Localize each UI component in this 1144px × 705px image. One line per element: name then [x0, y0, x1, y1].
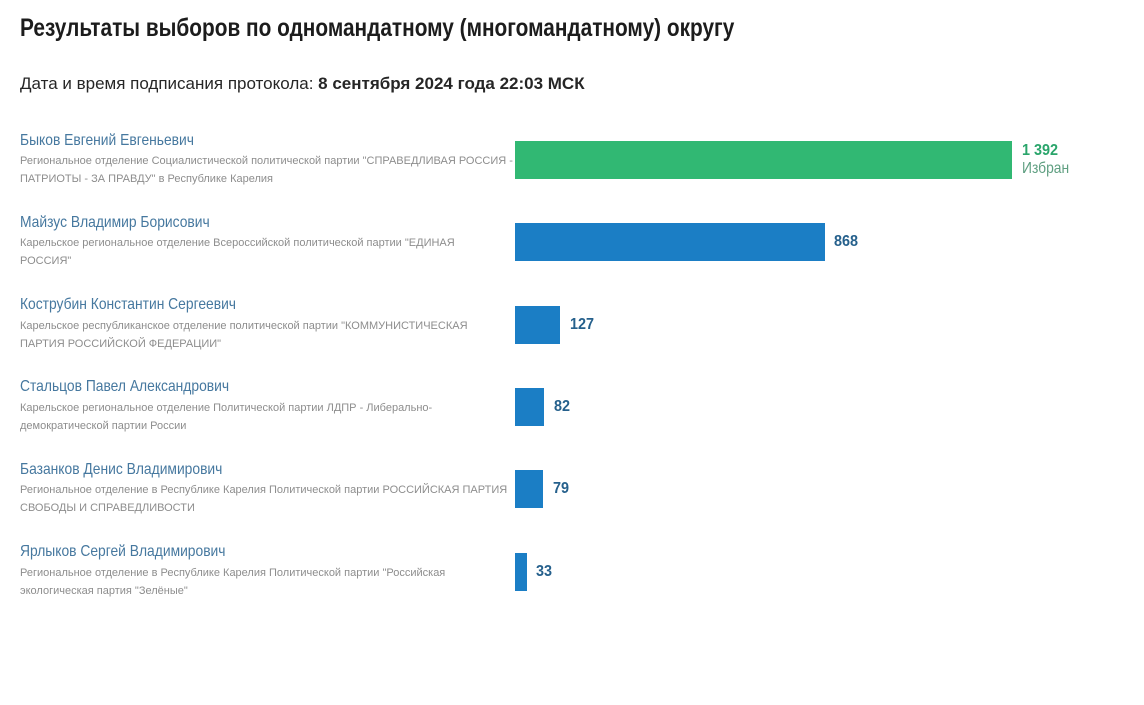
candidate-name-link[interactable]: Быков Евгений Евгеньевич	[20, 131, 194, 149]
candidate-name-link[interactable]: Кострубин Константин Сергеевич	[20, 296, 237, 314]
candidate-party: Карельское республиканское отделение пол…	[20, 319, 468, 350]
candidate-row: Майзус Владимир Борисович Карельское рег…	[0, 213, 1144, 298]
result-bar	[515, 141, 1012, 179]
result-bar-area: 79	[515, 470, 571, 509]
candidate-row: Кострубин Константин Сергеевич Карельско…	[0, 297, 1144, 380]
result-bar	[515, 552, 527, 591]
candidate-row: Базанков Денис Владимирович Региональное…	[0, 460, 1144, 545]
candidate-name-link[interactable]: Майзус Владимир Борисович	[20, 213, 210, 231]
votes-count: 127	[569, 315, 594, 333]
candidate-row: Стальцов Павел Александрович Карельское …	[0, 379, 1144, 462]
votes-count: 79	[552, 480, 569, 498]
result-bar-area: 1 392 Избран	[515, 141, 1076, 179]
result-bar-area: 868	[515, 223, 861, 262]
result-bar-area: 33	[515, 552, 554, 591]
votes-count: 1 392	[1021, 142, 1058, 159]
candidate-party: Региональное отделение в Республике Каре…	[20, 484, 508, 515]
result-bar-area: 127	[515, 305, 597, 344]
candidate-party: Карельское региональное отделение Полити…	[20, 401, 433, 432]
candidate-name-link[interactable]: Ярлыков Сергей Владимирович	[20, 543, 226, 561]
result-value-block: 868	[834, 233, 861, 251]
protocol-datetime-line: Дата и время подписания протокола: 8 сен…	[20, 75, 585, 92]
result-value-block: 127	[570, 316, 597, 334]
candidate-party: Региональное отделение в Республике Каре…	[20, 566, 446, 597]
result-value-block: 79	[553, 480, 571, 498]
candidate-party: Региональное отделение Социалистической …	[20, 155, 513, 185]
candidate-row: Быков Евгений Евгеньевич Региональное от…	[0, 131, 1144, 216]
candidate-party: Карельское региональное отделение Всерос…	[20, 237, 455, 268]
candidate-row: Ярлыков Сергей Владимирович Региональное…	[0, 544, 1144, 627]
votes-count: 82	[553, 397, 570, 415]
result-value-block: 33	[536, 563, 554, 581]
page-title: Результаты выборов по одномандатному (мн…	[20, 13, 735, 42]
candidate-name-link[interactable]: Стальцов Павел Александрович	[20, 378, 230, 396]
candidate-name-link[interactable]: Базанков Денис Владимирович	[20, 460, 223, 478]
protocol-datetime: 8 сентября 2024 года 22:03 МСК	[318, 74, 585, 93]
votes-count: 33	[536, 562, 553, 580]
result-bar-area: 82	[515, 387, 572, 426]
result-value-block: 82	[554, 398, 572, 416]
votes-count: 868	[834, 233, 859, 251]
result-bar	[515, 387, 545, 426]
result-bar	[515, 223, 825, 262]
elected-label: Избран	[1021, 160, 1069, 177]
result-bar	[515, 305, 561, 344]
result-bar	[515, 470, 544, 509]
protocol-label: Дата и время подписания протокола:	[20, 74, 319, 93]
result-value-block: 1 392 Избран	[1022, 142, 1076, 178]
